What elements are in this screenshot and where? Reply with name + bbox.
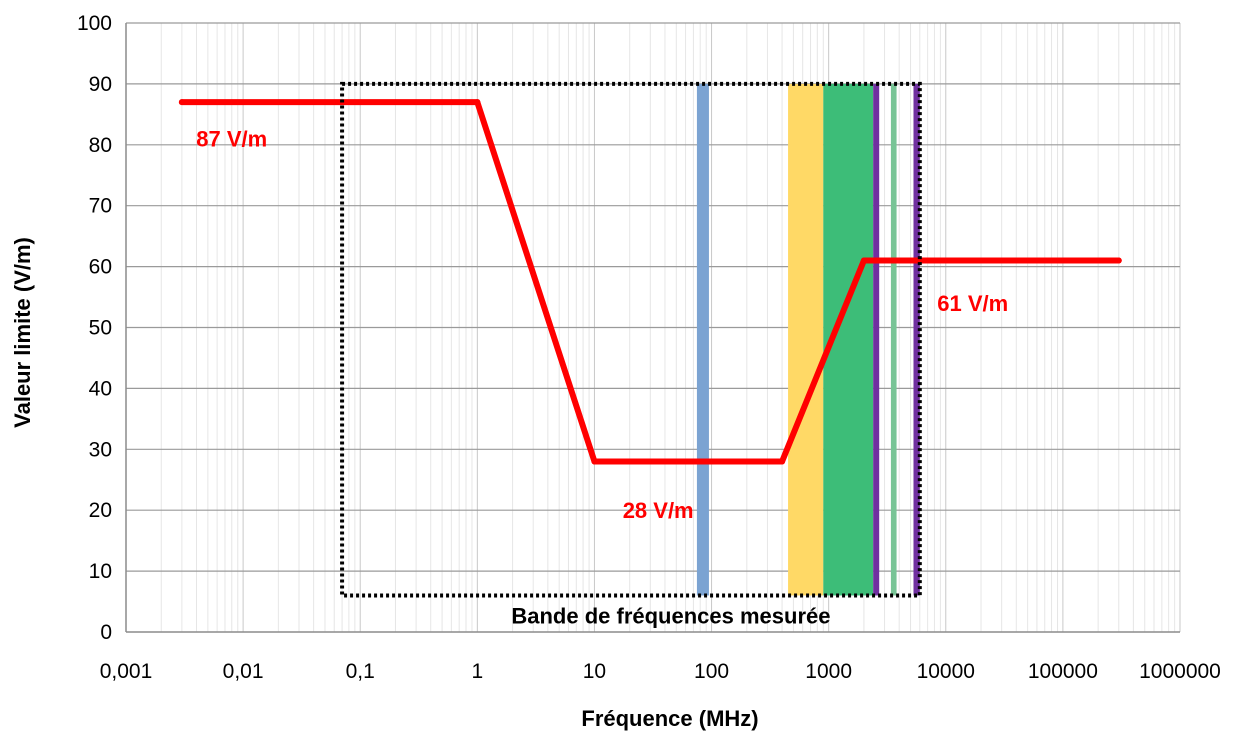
x-tick-label: 1000 [805,660,852,683]
measured-band-label: Bande de fréquences mesurée [511,603,830,628]
data-point [474,99,481,106]
y-tick-label: 50 [89,317,112,340]
axes [125,23,1180,633]
measured-band-box [340,81,922,598]
data-point [178,99,185,106]
x-tick-label: 0,1 [346,660,375,683]
y-tick-label: 80 [89,134,112,157]
major-gridlines [125,22,1181,632]
y-tick-label: 70 [89,195,112,218]
y-tick-label: 40 [89,377,112,400]
x-tick-label: 10 [583,660,606,683]
frequency-bands [696,83,920,596]
measured-band: Bande de fréquences mesurée [340,81,922,628]
data-point [1115,257,1122,264]
frequency-band [696,83,709,596]
tick-labels: 0 10 20 30 40 50 60 70 80 90 100 0,001 0,01 0,1 1 10 100… [77,12,1221,683]
frequency-band [913,83,920,596]
x-tick-label: 100000 [1028,660,1098,683]
data-point [779,458,786,465]
frequency-band [890,83,897,596]
x-tick-label: 1 [471,660,483,683]
y-tick-label: 10 [89,560,112,583]
x-axis-title: Fréquence (MHz) [581,706,758,731]
x-tick-label: 1000000 [1139,660,1221,683]
y-tick-label: 20 [89,499,112,522]
data-point [591,458,598,465]
series-lines [178,99,1122,465]
value-annotation: 61 V/m [937,291,1008,316]
y-tick-label: 90 [89,73,112,96]
y-tick-label: 60 [89,256,112,279]
y-tick-label: 30 [89,438,112,461]
y-tick-label: 100 [77,12,112,35]
value-annotation: 87 V/m [196,127,267,152]
x-tick-label: 10000 [917,660,975,683]
x-tick-label: 100 [694,660,729,683]
value-annotation: 28 V/m [623,498,694,523]
frequency-band [873,83,880,596]
y-axis-title: Valeur limite (V/m) [10,237,35,428]
data-point [860,257,867,264]
frequency-band [788,83,824,596]
annotations: 87 V/m 28 V/m 61 V/m [196,127,1008,523]
limit-value-line [178,99,1122,465]
y-tick-label: 0 [100,621,112,644]
x-tick-label: 0,01 [223,660,264,683]
x-tick-label: 0,001 [100,660,153,683]
